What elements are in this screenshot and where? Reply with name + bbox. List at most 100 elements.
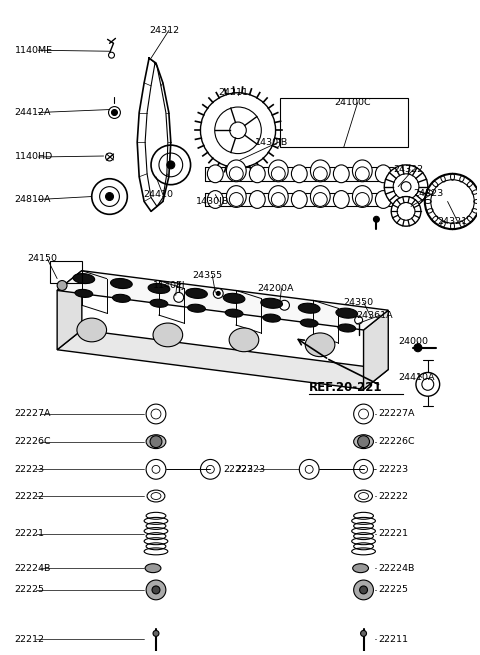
Text: 22221: 22221	[378, 529, 408, 538]
Circle shape	[355, 167, 369, 181]
Text: 22221: 22221	[14, 529, 45, 538]
Circle shape	[229, 167, 243, 181]
Text: 22223: 22223	[235, 465, 265, 474]
Ellipse shape	[354, 435, 373, 449]
Text: 22223: 22223	[378, 465, 408, 474]
Ellipse shape	[334, 165, 349, 183]
Ellipse shape	[207, 191, 223, 208]
Ellipse shape	[353, 564, 369, 572]
Ellipse shape	[73, 274, 95, 284]
Circle shape	[92, 179, 127, 214]
Text: 22226C: 22226C	[378, 437, 415, 446]
Circle shape	[355, 193, 369, 206]
Text: 1140ME: 1140ME	[14, 46, 53, 55]
Circle shape	[108, 52, 114, 58]
Ellipse shape	[229, 328, 259, 352]
Ellipse shape	[110, 278, 132, 289]
Ellipse shape	[223, 293, 245, 303]
Text: 24000: 24000	[398, 337, 428, 346]
Text: 24361A: 24361A	[357, 310, 393, 320]
Circle shape	[230, 122, 246, 139]
Text: 22226C: 22226C	[14, 437, 51, 446]
Text: 1430JB: 1430JB	[195, 197, 229, 206]
Circle shape	[57, 280, 67, 290]
Circle shape	[313, 193, 327, 206]
Ellipse shape	[77, 318, 107, 342]
Circle shape	[401, 181, 411, 192]
Circle shape	[279, 301, 289, 310]
Circle shape	[167, 161, 175, 169]
Circle shape	[391, 196, 421, 226]
Ellipse shape	[227, 160, 246, 181]
Ellipse shape	[291, 191, 307, 208]
Text: 22225: 22225	[378, 586, 408, 595]
Ellipse shape	[150, 299, 168, 307]
Ellipse shape	[225, 309, 243, 317]
Ellipse shape	[188, 304, 205, 312]
Text: 24100C: 24100C	[334, 98, 371, 107]
Ellipse shape	[148, 284, 170, 293]
Circle shape	[216, 291, 220, 295]
Circle shape	[229, 193, 243, 206]
Ellipse shape	[311, 185, 330, 208]
Circle shape	[111, 109, 118, 115]
Polygon shape	[363, 310, 388, 389]
Ellipse shape	[153, 323, 183, 346]
Ellipse shape	[268, 160, 288, 181]
Circle shape	[271, 193, 285, 206]
Circle shape	[360, 631, 367, 637]
Circle shape	[271, 167, 285, 181]
Circle shape	[354, 580, 373, 600]
Circle shape	[355, 316, 362, 324]
Circle shape	[201, 93, 276, 168]
Circle shape	[106, 153, 113, 161]
Text: 22224B: 22224B	[378, 564, 415, 572]
Text: 22225: 22225	[14, 586, 45, 595]
Ellipse shape	[207, 165, 223, 183]
Text: 1140HD: 1140HD	[14, 153, 53, 162]
Text: 24323: 24323	[413, 189, 443, 198]
Text: 24322: 24322	[393, 165, 423, 174]
Text: 22211: 22211	[378, 635, 408, 644]
Ellipse shape	[352, 160, 372, 181]
Polygon shape	[57, 271, 82, 350]
Circle shape	[360, 586, 368, 594]
Circle shape	[150, 436, 162, 447]
Text: 22223: 22223	[223, 465, 253, 474]
Circle shape	[151, 145, 191, 185]
Text: 24200A: 24200A	[258, 284, 294, 293]
Ellipse shape	[268, 185, 288, 208]
Ellipse shape	[146, 435, 166, 449]
Ellipse shape	[291, 165, 307, 183]
Ellipse shape	[250, 165, 265, 183]
Circle shape	[393, 174, 419, 200]
Ellipse shape	[334, 191, 349, 208]
Circle shape	[159, 153, 183, 177]
Text: 1140EJ: 1140EJ	[153, 281, 186, 290]
Ellipse shape	[261, 298, 282, 309]
Text: 22224B: 22224B	[14, 564, 51, 572]
Ellipse shape	[145, 564, 161, 572]
Text: 24355: 24355	[192, 271, 223, 280]
Ellipse shape	[311, 160, 330, 181]
Ellipse shape	[375, 191, 391, 208]
Ellipse shape	[299, 303, 320, 313]
Circle shape	[106, 193, 113, 200]
Polygon shape	[57, 330, 388, 389]
Ellipse shape	[263, 314, 280, 322]
Circle shape	[384, 165, 428, 208]
Circle shape	[313, 167, 327, 181]
Ellipse shape	[186, 288, 207, 299]
Text: 24150: 24150	[27, 254, 58, 263]
Circle shape	[358, 436, 370, 447]
Circle shape	[153, 631, 159, 637]
Ellipse shape	[300, 319, 318, 327]
Circle shape	[422, 379, 434, 390]
Text: 24350: 24350	[344, 298, 374, 307]
Circle shape	[414, 344, 422, 352]
Ellipse shape	[336, 308, 358, 318]
Circle shape	[213, 288, 223, 298]
Text: REF.20-221: REF.20-221	[309, 381, 383, 394]
Circle shape	[215, 107, 261, 153]
Text: 24412A: 24412A	[14, 108, 51, 117]
